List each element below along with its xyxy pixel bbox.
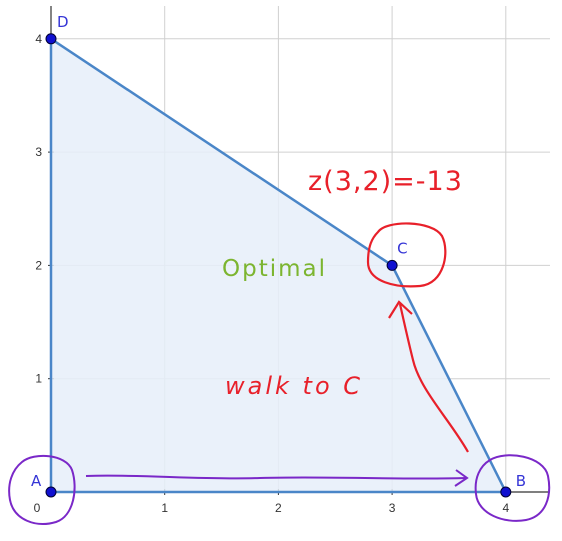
vertex-label-b: B (516, 472, 526, 490)
vertex-label-c: C (397, 239, 407, 257)
walk-arrow (398, 303, 469, 453)
vertex-point-c (386, 259, 398, 271)
y-tick-label: 2 (35, 258, 42, 272)
vertex-label-d: D (57, 13, 69, 31)
y-tick-label: 4 (35, 32, 42, 46)
y-tick-label: 1 (35, 372, 42, 386)
a-to-b-arrowhead (454, 469, 469, 487)
tick-labels: 0 1 2 3 4 1 2 3 4 (34, 32, 510, 515)
x-tick-label: 3 (389, 501, 396, 515)
objective-value-note: z(3,2)=-13 (308, 166, 463, 197)
walk-arrowhead (388, 300, 413, 319)
vertex-point-b (500, 486, 512, 498)
optimal-note: Optimal (222, 256, 327, 282)
vertex-point-d (45, 33, 57, 45)
walk-to-c-note: walk to C (225, 372, 363, 400)
x-tick-label: 2 (275, 501, 282, 515)
vertices: A B C D (31, 13, 526, 498)
annotations: z(3,2)=-13 Optimal walk to C (8, 166, 551, 525)
x-tick-label: 0 (34, 501, 41, 515)
vertex-point-a (45, 486, 57, 498)
y-tick-label: 3 (35, 145, 42, 159)
a-highlight-circle (8, 454, 76, 525)
vertex-label-a: A (31, 472, 42, 490)
x-tick-label: 1 (161, 501, 168, 515)
a-to-b-arrow (85, 474, 467, 480)
b-highlight-circle (474, 454, 551, 522)
x-tick-label: 4 (502, 501, 509, 515)
c-highlight-circle (366, 222, 447, 288)
